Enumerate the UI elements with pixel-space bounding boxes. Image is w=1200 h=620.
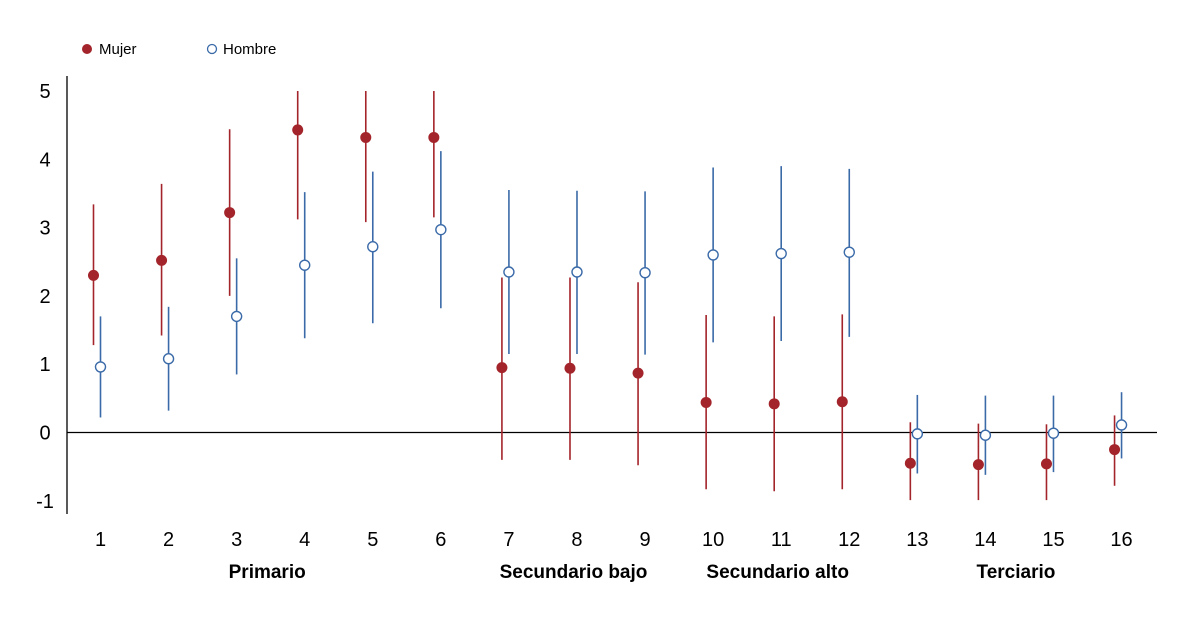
point-open-3	[230, 310, 243, 323]
point-open-1	[94, 361, 107, 373]
point-filled-1	[88, 269, 99, 281]
point-open-4	[299, 259, 311, 271]
point-open-16	[1115, 419, 1128, 431]
point-open-12	[843, 246, 855, 258]
x-tick-label: 14	[974, 529, 996, 551]
point-filled-8	[564, 362, 576, 374]
point-filled-3	[224, 207, 236, 219]
point-filled-6	[428, 131, 440, 143]
point-open-13	[911, 428, 924, 440]
y-tick-label: 1	[39, 354, 50, 376]
y-tick-label: 3	[39, 218, 50, 240]
x-tick-label: 2	[163, 529, 174, 551]
y-tick-label: 2	[39, 286, 50, 308]
group-label: Secundario alto	[706, 562, 849, 583]
y-tick-label: 5	[39, 81, 50, 103]
point-filled-10	[700, 396, 712, 408]
point-filled-2	[156, 254, 168, 266]
x-tick-label: 1	[95, 529, 106, 551]
x-tick-label: 8	[571, 529, 582, 551]
x-tick-label: 3	[231, 529, 242, 551]
group-label: Primario	[229, 562, 306, 583]
y-tick-label: 4	[39, 149, 50, 171]
x-tick-label: 9	[639, 529, 650, 551]
point-open-5	[367, 241, 379, 253]
x-tick-label: 16	[1110, 529, 1132, 551]
point-open-8	[571, 266, 583, 278]
group-label: Terciario	[977, 562, 1056, 583]
point-open-6	[435, 223, 447, 236]
point-open-2	[162, 353, 175, 365]
point-filled-14	[972, 459, 984, 471]
point-open-9	[639, 266, 651, 279]
x-tick-label: 13	[906, 529, 928, 551]
legend-marker-filled	[82, 44, 92, 54]
point-filled-16	[1109, 444, 1121, 456]
x-tick-label: 12	[838, 529, 860, 551]
point-open-15	[1047, 427, 1060, 439]
group-labels: Primario Secundario bajo Secundario alto Te…	[229, 562, 1056, 583]
x-tick-label: 10	[702, 529, 724, 551]
point-filled-12	[836, 396, 848, 408]
y-tick-label: -1	[36, 491, 54, 513]
legend: Mujer Hombre	[82, 41, 276, 58]
data-points	[88, 124, 1128, 471]
point-filled-11	[768, 398, 780, 410]
point-open-11	[775, 247, 787, 260]
error-bars	[92, 91, 1123, 501]
legend-marker-open	[206, 43, 218, 55]
group-label: Secundario bajo	[500, 562, 648, 583]
legend-label: Mujer	[99, 41, 137, 58]
x-tick-label: 15	[1042, 529, 1064, 551]
point-open-14	[979, 429, 992, 441]
point-filled-9	[632, 367, 644, 379]
x-tick-label: 7	[503, 529, 514, 551]
point-filled-15	[1040, 458, 1052, 470]
y-axis: 5 4 3 2 1 0 -1	[36, 76, 1157, 514]
x-tick-label: 5	[367, 529, 378, 551]
x-tick-label: 6	[435, 529, 446, 551]
point-filled-13	[904, 457, 916, 469]
point-filled-7	[496, 362, 508, 374]
point-filled-4	[292, 124, 304, 136]
point-open-7	[503, 266, 515, 278]
x-axis: 1 2 3 4 5 6 7 8 9 10 11 12 13 14 15 16	[95, 529, 1133, 551]
x-tick-label: 11	[771, 529, 792, 551]
point-filled-5	[360, 131, 372, 143]
point-open-10	[707, 249, 719, 261]
y-tick-label: 0	[39, 423, 50, 445]
x-tick-label: 4	[299, 529, 310, 551]
legend-label: Hombre	[223, 41, 276, 58]
